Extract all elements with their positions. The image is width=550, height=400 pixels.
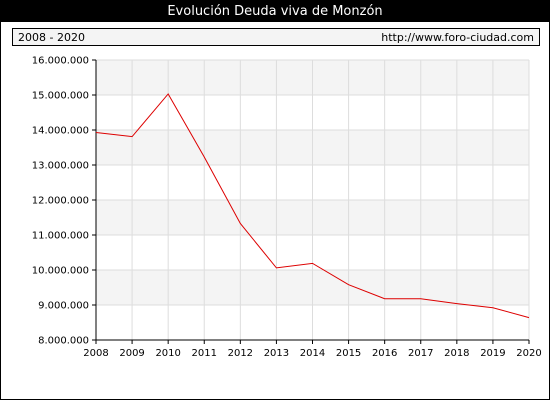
x-tick-label: 2009 — [119, 348, 144, 359]
x-tick-label: 2019 — [480, 348, 505, 359]
x-tick-label: 2011 — [192, 348, 217, 359]
info-bar: 2008 - 2020 http://www.foro-ciudad.com — [12, 28, 540, 46]
x-tick-label: 2014 — [300, 348, 325, 359]
x-tick-label: 2008 — [83, 348, 108, 359]
y-tick-label: 16.000.000 — [32, 56, 89, 67]
y-tick-label: 10.000.000 — [32, 266, 89, 277]
y-tick-label: 8.000.000 — [38, 336, 89, 347]
chart-title: Evolución Deuda viva de Monzón — [1, 1, 549, 22]
y-tick-label: 14.000.000 — [32, 126, 89, 137]
x-tick-label: 2012 — [228, 348, 253, 359]
x-tick-label: 2018 — [444, 348, 469, 359]
x-tick-label: 2015 — [336, 348, 361, 359]
x-tick-label: 2017 — [408, 348, 433, 359]
x-tick-label: 2013 — [264, 348, 289, 359]
y-tick-label: 13.000.000 — [32, 161, 89, 172]
y-tick-label: 15.000.000 — [32, 91, 89, 102]
period-label: 2008 - 2020 — [18, 31, 85, 44]
x-tick-label: 2020 — [516, 348, 541, 359]
x-tick-label: 2016 — [372, 348, 397, 359]
y-tick-label: 12.000.000 — [32, 196, 89, 207]
x-tick-label: 2010 — [155, 348, 180, 359]
y-tick-label: 9.000.000 — [38, 301, 89, 312]
y-tick-label: 11.000.000 — [32, 231, 89, 242]
source-url: http://www.foro-ciudad.com — [381, 31, 534, 44]
